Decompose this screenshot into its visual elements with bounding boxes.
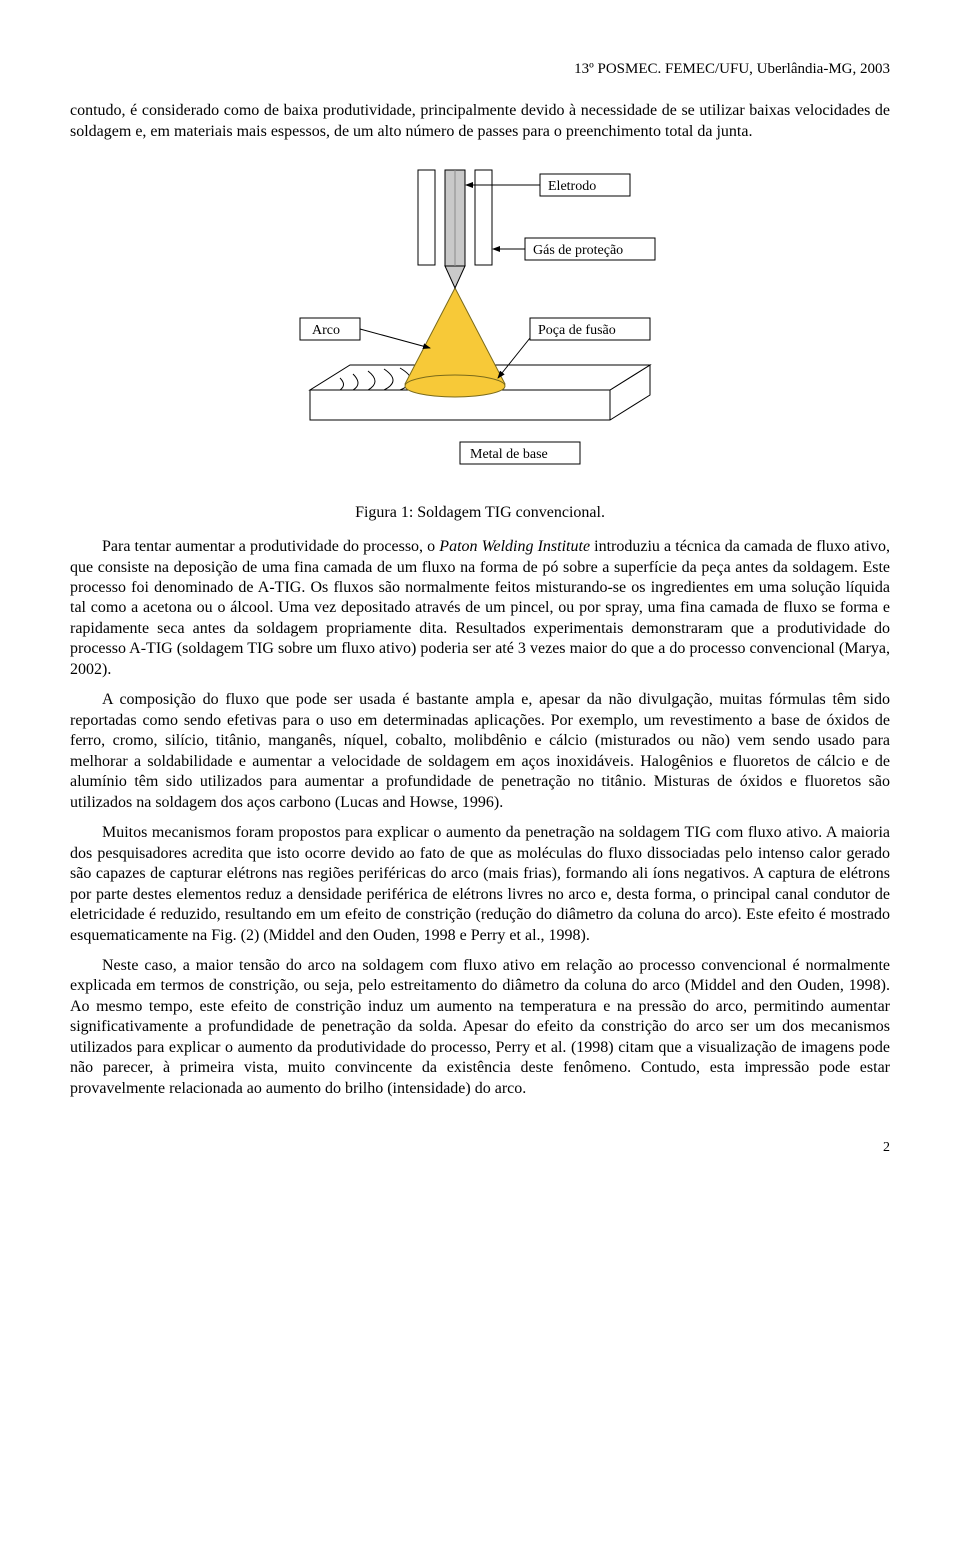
figure-1: Eletrodo Gás de proteção Arco Poça de fu… <box>70 160 890 523</box>
body-paragraph-5: Neste caso, a maior tensão do arco na so… <box>70 956 890 1099</box>
svg-text:Arco: Arco <box>312 323 340 338</box>
p2-text-a: Para tentar aumentar a produtividade do … <box>102 538 439 555</box>
intro-paragraph: contudo, é considerado como de baixa pro… <box>70 101 890 142</box>
label-arco: Arco <box>300 318 430 348</box>
electrode <box>445 170 465 288</box>
label-metal: Metal de base <box>460 442 580 464</box>
svg-text:Metal de base: Metal de base <box>470 447 548 462</box>
figure-1-diagram: Eletrodo Gás de proteção Arco Poça de fu… <box>70 160 890 496</box>
page-header: 13º POSMEC. FEMEC/UFU, Uberlândia-MG, 20… <box>70 60 890 79</box>
body-paragraph-2: Para tentar aumentar a produtividade do … <box>70 537 890 680</box>
svg-text:Poça de fusão: Poça de fusão <box>538 323 616 338</box>
arc-cone <box>405 288 505 397</box>
figure-1-caption: Figura 1: Soldagem TIG convencional. <box>70 503 890 523</box>
p2-italic-institute: Paton Welding Institute <box>439 538 590 555</box>
label-gas: Gás de proteção <box>493 238 655 260</box>
p2-text-b: introduziu a técnica da camada de fluxo … <box>70 538 890 678</box>
page-number: 2 <box>70 1139 890 1157</box>
body-paragraph-4: Muitos mecanismos foram propostos para e… <box>70 823 890 946</box>
body-paragraph-3: A composição do fluxo que pode ser usada… <box>70 690 890 813</box>
tig-welding-svg: Eletrodo Gás de proteção Arco Poça de fu… <box>250 160 710 490</box>
svg-text:Gás de proteção: Gás de proteção <box>533 243 623 258</box>
svg-text:Eletrodo: Eletrodo <box>548 179 596 194</box>
